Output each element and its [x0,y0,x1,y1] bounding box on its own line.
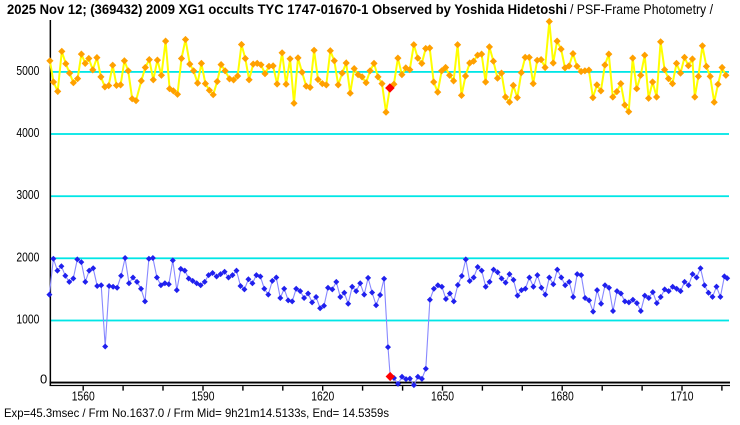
svg-text:2025 Nov 12; (369432) 2009 XG1: 2025 Nov 12; (369432) 2009 XG1 occults T… [7,1,567,17]
svg-text:3000: 3000 [16,187,39,202]
svg-text:0: 0 [40,372,47,387]
svg-text:1590: 1590 [192,389,215,404]
svg-text:5000: 5000 [16,63,39,78]
svg-text:1000: 1000 [16,312,39,327]
svg-text:1620: 1620 [311,389,334,404]
svg-text:1560: 1560 [72,389,95,404]
svg-text:1710: 1710 [671,389,694,404]
svg-text:1680: 1680 [551,389,574,404]
svg-text:1650: 1650 [431,389,454,404]
svg-text:2000: 2000 [16,249,39,264]
svg-text:4000: 4000 [16,125,39,140]
svg-text:/ PSF-Frame Photometry /: / PSF-Frame Photometry / [570,1,713,17]
svg-text:Exp=45.3msec / Frm No.1637.0 /: Exp=45.3msec / Frm No.1637.0 / Frm Mid= … [4,406,389,420]
